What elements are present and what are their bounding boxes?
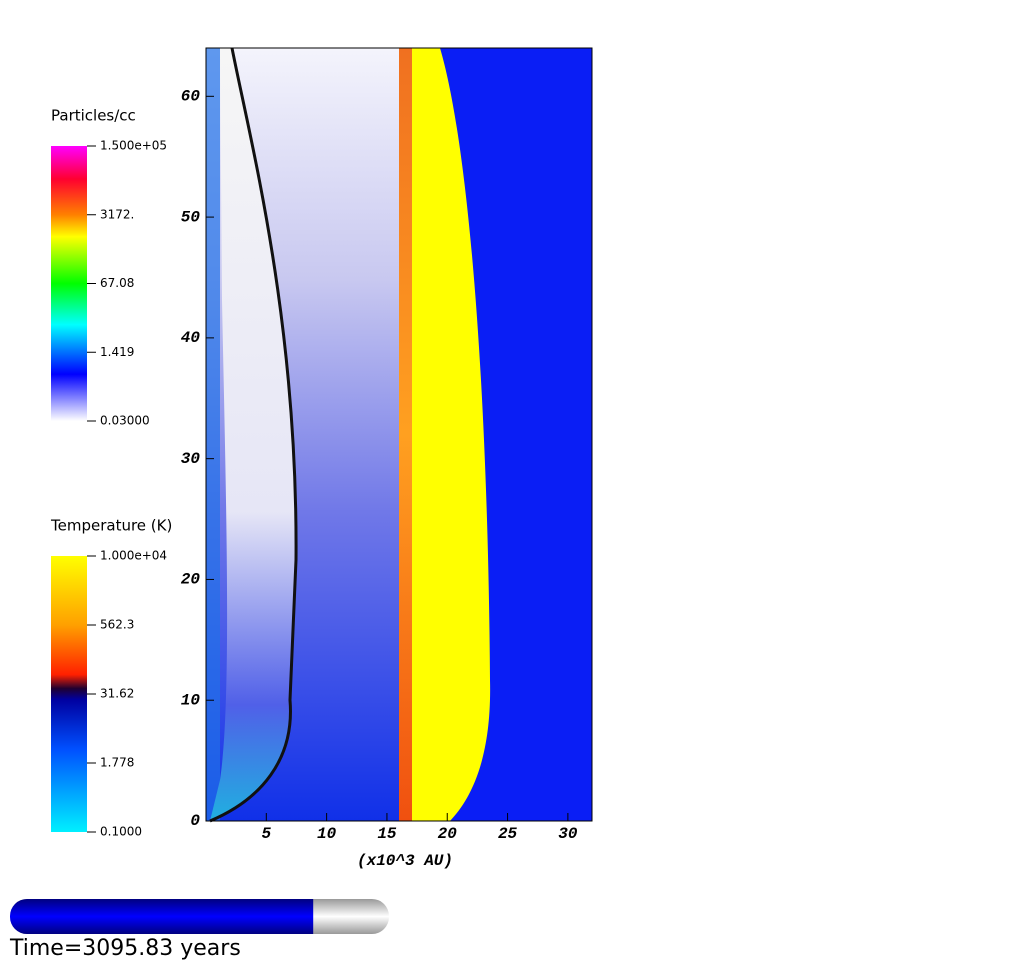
x-tick-label: 25 bbox=[498, 825, 518, 843]
field-image bbox=[205, 47, 593, 823]
y-tick-label: 20 bbox=[181, 571, 201, 589]
contour bbox=[209, 47, 298, 823]
temperature-lobe bbox=[399, 48, 491, 821]
colorbar-label: 0.1000 bbox=[100, 825, 142, 839]
x-tick-label: 20 bbox=[438, 825, 458, 843]
colorbar-label: 562.3 bbox=[100, 618, 134, 632]
colorbar-label: 1.778 bbox=[100, 756, 134, 770]
legend-title: Temperature (K) bbox=[50, 517, 172, 535]
colorbar-label: 67.08 bbox=[100, 276, 134, 290]
y-tick-label: 10 bbox=[181, 691, 201, 709]
x-tick-label: 5 bbox=[262, 825, 272, 843]
time-label: Time=3095.83 years bbox=[9, 936, 241, 961]
x-tick-label: 15 bbox=[377, 825, 397, 843]
y-tick-label: 30 bbox=[181, 450, 201, 468]
x-axis-label: (x10^3 AU) bbox=[357, 852, 453, 870]
colorbar-label: 3172. bbox=[100, 207, 134, 221]
x-tick-label: 30 bbox=[558, 825, 578, 843]
x-tick-label: 10 bbox=[317, 825, 337, 843]
density-lobe bbox=[210, 48, 297, 821]
y-tick-label: 40 bbox=[181, 329, 201, 347]
colorbar-label: 1.419 bbox=[100, 345, 134, 359]
temperature-strip bbox=[399, 48, 412, 821]
legend-title: Particles/cc bbox=[51, 107, 136, 125]
colorbar-label: 1.000e+04 bbox=[100, 549, 167, 563]
colorbar-label: 31.62 bbox=[100, 687, 134, 701]
colorbar bbox=[51, 146, 87, 421]
colorbar-label: 0.03000 bbox=[100, 414, 150, 428]
plot-frame bbox=[205, 47, 593, 822]
time-bar-fill bbox=[10, 899, 314, 934]
time-bar: Time=3095.83 years bbox=[9, 899, 389, 961]
y-tick-label: 60 bbox=[181, 88, 201, 106]
colorbar bbox=[51, 556, 87, 832]
y-tick-label: 50 bbox=[181, 208, 201, 226]
density-strip bbox=[206, 48, 220, 821]
y-tick-label: 0 bbox=[190, 812, 200, 830]
colorbar-label: 1.500e+05 bbox=[100, 139, 167, 153]
